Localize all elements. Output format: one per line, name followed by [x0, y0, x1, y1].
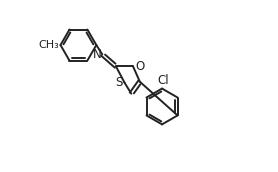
Text: O: O: [135, 60, 144, 73]
Text: N: N: [93, 48, 101, 61]
Text: Cl: Cl: [157, 73, 169, 87]
Text: S: S: [115, 76, 122, 89]
Text: CH₃: CH₃: [38, 40, 59, 50]
